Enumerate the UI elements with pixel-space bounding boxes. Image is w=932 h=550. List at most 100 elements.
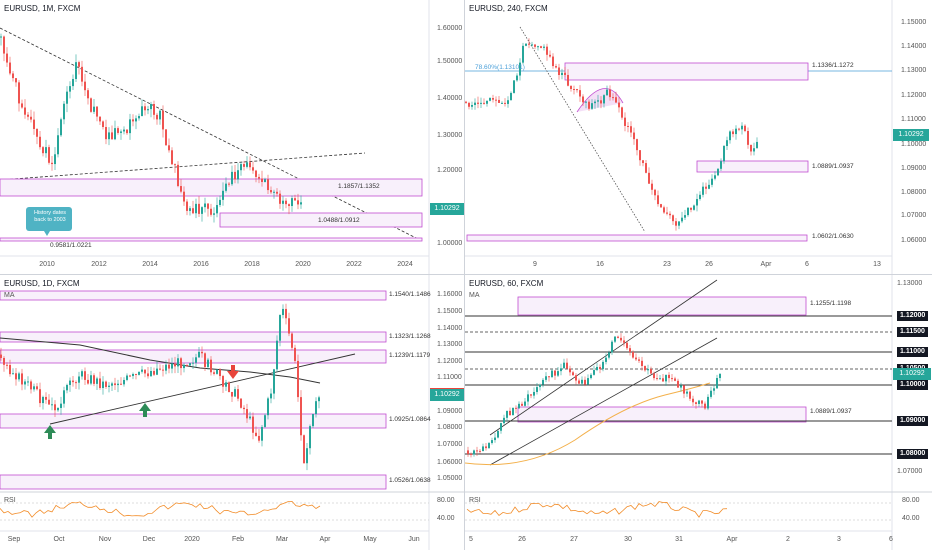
candle-body [249, 162, 251, 168]
zone-1323[interactable] [0, 331, 387, 343]
candle-body [282, 308, 284, 316]
candle-body [237, 170, 239, 180]
candle-body [753, 148, 755, 152]
candle-body [636, 139, 638, 151]
candle-body [593, 370, 595, 375]
candle-body [696, 199, 698, 206]
candle-body [300, 202, 302, 205]
zone-0889[interactable] [696, 160, 809, 173]
candle-body [135, 373, 137, 375]
candle-body [542, 379, 544, 385]
zone-1540[interactable] [0, 290, 387, 301]
candle-body [662, 378, 664, 382]
candle-body [249, 416, 251, 419]
candle-body [539, 384, 541, 388]
candle-body [572, 372, 574, 376]
zone-9581[interactable] [0, 237, 423, 242]
candle-body [515, 407, 517, 409]
horizontal-divider[interactable] [0, 274, 932, 275]
price-tick: 1.40000 [437, 95, 463, 102]
zone-label-3: 0.9581/1.0221 [50, 242, 92, 249]
candle-body [666, 212, 668, 214]
candle-body [222, 376, 224, 387]
candle-body [93, 375, 95, 384]
time-tick: 2018 [244, 261, 260, 268]
candle-body [548, 376, 550, 378]
rsi-tick: 80.00 [902, 497, 920, 504]
zone-0925[interactable] [0, 413, 387, 429]
arrow-up-icon[interactable] [139, 403, 151, 417]
channel-lower[interactable] [489, 337, 718, 466]
zone-0526[interactable] [0, 474, 387, 490]
arrow-down-icon[interactable] [227, 365, 239, 379]
price-tick: 1.14000 [901, 43, 927, 50]
candle-body [609, 89, 611, 98]
ascending-trendline[interactable] [0, 152, 366, 181]
candle-body [564, 72, 566, 75]
candle-body [72, 380, 74, 383]
arrow-up-icon[interactable] [44, 425, 56, 439]
candle-body [51, 404, 53, 406]
candle-body [485, 446, 487, 449]
price-tick: 1.09000 [901, 165, 927, 172]
candle-body [693, 205, 695, 210]
candle-body [599, 366, 601, 370]
candle-body [102, 381, 104, 389]
h1-chart-svg[interactable] [465, 275, 932, 550]
monthly-chart-svg[interactable] [0, 0, 464, 274]
candle-body [642, 160, 644, 164]
moving-average[interactable] [0, 337, 321, 384]
zone-label-2: 1.1323/1.1268 [389, 333, 431, 340]
zone-label-1: 1.1540/1.1486 [389, 291, 431, 298]
daily-chart-svg[interactable] [0, 275, 464, 550]
zone-0602[interactable] [466, 234, 808, 242]
candle-body [141, 369, 143, 372]
tooltip-text: History dates back to 2003 [33, 210, 67, 223]
time-tick: 3 [837, 536, 841, 543]
candle-body [225, 382, 227, 387]
price-tick: 1.12000 [897, 311, 929, 321]
candle-body [96, 106, 98, 117]
candle-body [75, 62, 77, 80]
candle-body [252, 416, 254, 433]
zone-0488[interactable] [219, 212, 423, 228]
candle-body [12, 73, 14, 79]
candle-body [84, 371, 86, 380]
candle-body [689, 391, 691, 399]
chart-panel-daily[interactable]: EURUSD, 1D, FXCM MA RSI 1.1540/1.1486 1.… [0, 275, 464, 550]
candle-body [294, 198, 296, 201]
candle-body [42, 396, 44, 404]
candle-body [519, 62, 521, 76]
candle-body [657, 195, 659, 205]
candle-body [165, 364, 167, 371]
fib-trendline[interactable] [519, 26, 646, 233]
time-tick: Mar [275, 536, 289, 543]
indicator-label: MA [4, 292, 15, 299]
chart-panel-240[interactable]: EURUSD, 240, FXCM 78.60%(1.13101) 1.1336… [465, 0, 932, 274]
support-trendline[interactable] [49, 353, 356, 425]
zone-1857[interactable] [0, 178, 423, 197]
chart-panel-60[interactable]: EURUSD, 60, FXCM MA RSI 1.1255/1.1198 1.… [465, 275, 932, 550]
vertical-divider[interactable] [464, 0, 465, 550]
candle-body [747, 130, 749, 145]
price-tick: 1.11000 [437, 374, 462, 381]
candle-body [716, 378, 718, 389]
descending-trendline[interactable] [0, 27, 421, 241]
price-tick: 1.13000 [897, 280, 923, 287]
candle-body [531, 44, 533, 46]
history-tooltip[interactable] [26, 207, 72, 231]
candle-body [213, 213, 215, 215]
candle-body [618, 102, 620, 108]
candle-body [552, 56, 554, 67]
zone-0889[interactable] [517, 406, 807, 423]
chart-panel-monthly[interactable]: EURUSD, 1M, FXCM History dates back to 2… [0, 0, 464, 274]
candle-body [291, 333, 293, 348]
candle-body [699, 194, 701, 200]
zone-1255[interactable] [517, 296, 807, 316]
channel-upper[interactable] [489, 279, 718, 436]
rsi-tick: 80.00 [437, 497, 455, 504]
candle-body [473, 450, 475, 455]
zone-1336[interactable] [564, 62, 809, 81]
h4-chart-svg[interactable] [465, 0, 932, 274]
candle-body [207, 203, 209, 209]
